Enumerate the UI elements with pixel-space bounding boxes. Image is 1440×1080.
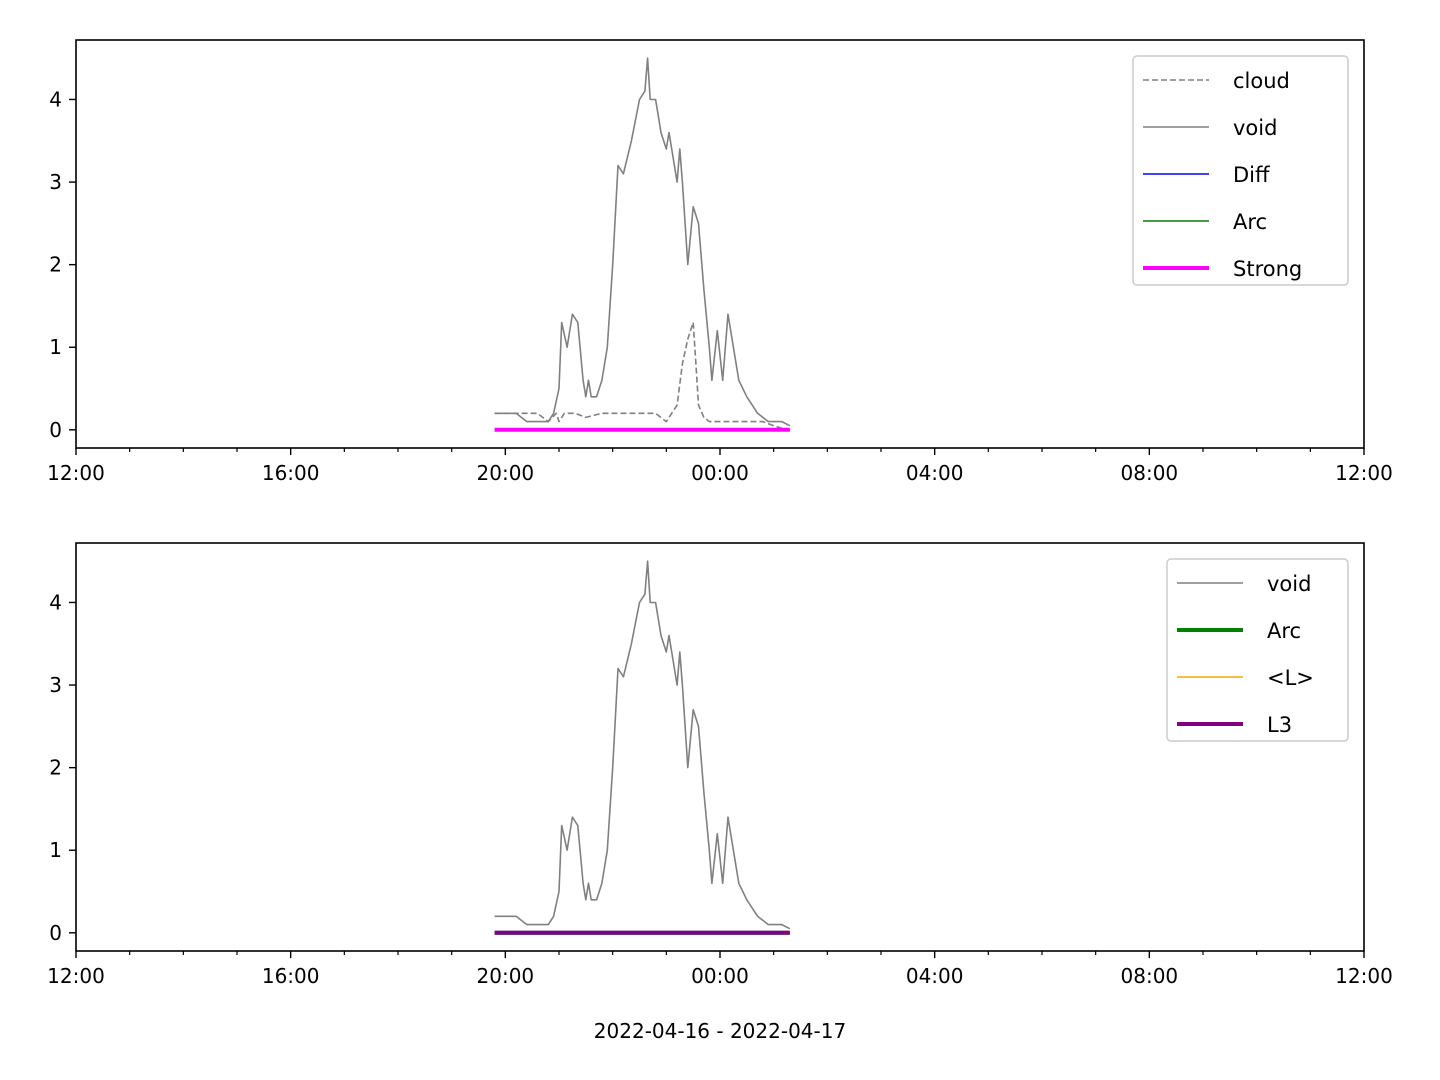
legend-entry: void (1143, 116, 1277, 140)
y-tick-label: 1 (49, 838, 62, 862)
series-line-cloud (494, 321, 790, 431)
legend-entry: void (1177, 572, 1311, 596)
legend-entry: Diff (1143, 163, 1270, 187)
y-tick-label: 1 (49, 335, 62, 359)
y-tick-label: 3 (49, 170, 62, 194)
legend-label: void (1267, 572, 1311, 596)
y-tick-label: 2 (49, 253, 62, 277)
x-tick-label: 12:00 (1335, 461, 1393, 485)
legend-label: Strong (1233, 257, 1302, 281)
legend-entry: L3 (1177, 713, 1292, 737)
x-tick-label: 20:00 (477, 964, 535, 988)
y-tick-label: 4 (49, 590, 62, 614)
legend-entry: Strong (1143, 257, 1302, 281)
legend-label: Arc (1233, 210, 1267, 234)
legend-entry: <L> (1177, 666, 1314, 690)
legend-box (1166, 558, 1349, 742)
legend-entry: Arc (1177, 619, 1301, 643)
x-tick-label: 04:00 (906, 964, 964, 988)
x-tick-label: 04:00 (906, 461, 964, 485)
legend-label: void (1233, 116, 1277, 140)
y-tick-label: 0 (49, 921, 62, 945)
legend-box (1132, 55, 1349, 286)
x-tick-label: 08:00 (1121, 964, 1179, 988)
legend-label: L3 (1267, 713, 1292, 737)
plot-area (494, 560, 791, 935)
x-tick-label: 00:00 (691, 461, 749, 485)
x-tick-label: 12:00 (47, 964, 105, 988)
legend-label: cloud (1233, 69, 1290, 93)
x-tick-label: 08:00 (1121, 461, 1179, 485)
chart-panels: 12:00 16:00 20:00 00:00 04:00 08:00 12:00 0 1 2 3 4… (47, 39, 1393, 988)
plot-area (494, 57, 791, 432)
series-line-void (494, 57, 791, 427)
legend-entry: cloud (1143, 69, 1290, 93)
y-tick-label: 2 (49, 756, 62, 780)
legend-label: Diff (1233, 163, 1270, 187)
x-tick-label: 00:00 (691, 964, 749, 988)
y-tick-label: 3 (49, 673, 62, 697)
x-axis-label: 2022-04-16 - 2022-04-17 (594, 1019, 846, 1043)
legend: void Arc <L> L3 (1166, 558, 1349, 742)
x-tick-label: 16:00 (262, 964, 320, 988)
x-tick-label: 12:00 (47, 461, 105, 485)
x-tick-label: 12:00 (1335, 964, 1393, 988)
x-tick-label: 16:00 (262, 461, 320, 485)
y-tick-label: 0 (49, 418, 62, 442)
legend-label: Arc (1267, 619, 1301, 643)
x-tick-label: 20:00 (477, 461, 535, 485)
y-tick-label: 4 (49, 87, 62, 111)
legend-label: <L> (1267, 666, 1314, 690)
subplot-2: 12:00 16:00 20:00 00:00 04:00 08:00 12:00 0 1 2 3 4… (47, 542, 1393, 988)
legend-entry: Arc (1143, 210, 1267, 234)
subplot-1: 12:00 16:00 20:00 00:00 04:00 08:00 12:00 0 1 2 3 4… (47, 39, 1393, 485)
legend: cloud void Diff Arc Strong (1132, 55, 1349, 286)
series-line-void (494, 560, 791, 930)
